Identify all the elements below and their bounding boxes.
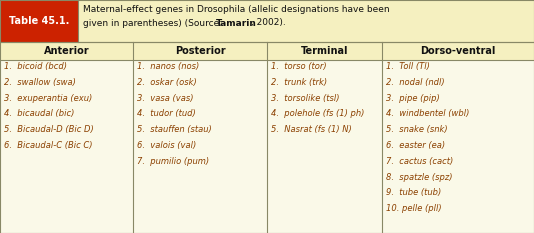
Text: Terminal: Terminal bbox=[301, 46, 348, 56]
Text: 6.  easter (ea): 6. easter (ea) bbox=[386, 141, 445, 150]
Text: 10. pelle (pll): 10. pelle (pll) bbox=[386, 204, 442, 213]
Text: 3.  exuperantia (exu): 3. exuperantia (exu) bbox=[4, 94, 92, 103]
Text: 5.  Bicaudal-D (Bic D): 5. Bicaudal-D (Bic D) bbox=[4, 125, 94, 134]
Text: 3.  torsolike (tsl): 3. torsolike (tsl) bbox=[271, 94, 340, 103]
Text: 7.  cactus (cact): 7. cactus (cact) bbox=[386, 157, 453, 166]
Bar bbox=[0, 0, 78, 42]
Text: 4.  bicaudal (bic): 4. bicaudal (bic) bbox=[4, 110, 74, 118]
Text: 2.  swallow (swa): 2. swallow (swa) bbox=[4, 78, 76, 87]
Bar bbox=[0, 42, 534, 233]
Text: 1.  torso (tor): 1. torso (tor) bbox=[271, 62, 327, 71]
Text: 1.  bicoid (bcd): 1. bicoid (bcd) bbox=[4, 62, 67, 71]
Text: Table 45.1.: Table 45.1. bbox=[9, 16, 69, 26]
Text: 5.  stauffen (stau): 5. stauffen (stau) bbox=[137, 125, 212, 134]
Text: 9.  tube (tub): 9. tube (tub) bbox=[386, 188, 441, 197]
Text: Anterior: Anterior bbox=[44, 46, 89, 56]
Text: 1.  Toll (Tl): 1. Toll (Tl) bbox=[386, 62, 430, 71]
Text: 4.  tudor (tud): 4. tudor (tud) bbox=[137, 110, 196, 118]
Text: 6.  valois (val): 6. valois (val) bbox=[137, 141, 197, 150]
Text: 5.  snake (snk): 5. snake (snk) bbox=[386, 125, 447, 134]
Text: 8.  spatzle (spz): 8. spatzle (spz) bbox=[386, 173, 452, 182]
Text: 6.  Bicaudal-C (Bic C): 6. Bicaudal-C (Bic C) bbox=[4, 141, 92, 150]
Text: 2.  nodal (ndl): 2. nodal (ndl) bbox=[386, 78, 445, 87]
Text: 2.  trunk (trk): 2. trunk (trk) bbox=[271, 78, 327, 87]
Text: 5.  Nasrat (fs (1) N): 5. Nasrat (fs (1) N) bbox=[271, 125, 352, 134]
Text: , 2002).: , 2002). bbox=[251, 18, 286, 27]
Text: 4.  polehole (fs (1) ph): 4. polehole (fs (1) ph) bbox=[271, 110, 364, 118]
Bar bbox=[0, 0, 534, 42]
Text: 2.  oskar (osk): 2. oskar (osk) bbox=[137, 78, 197, 87]
Text: given in parentheses) (Source:: given in parentheses) (Source: bbox=[83, 18, 225, 27]
Bar bbox=[0, 42, 534, 60]
Text: 3.  pipe (pip): 3. pipe (pip) bbox=[386, 94, 440, 103]
Text: Maternal-effect genes in Drosophila (allelic designations have been: Maternal-effect genes in Drosophila (all… bbox=[83, 6, 390, 14]
Text: Posterior: Posterior bbox=[175, 46, 225, 56]
Text: Tamarin: Tamarin bbox=[216, 18, 257, 27]
Text: 1.  nanos (nos): 1. nanos (nos) bbox=[137, 62, 199, 71]
Text: 7.  pumilio (pum): 7. pumilio (pum) bbox=[137, 157, 209, 166]
Text: 4.  windbentel (wbl): 4. windbentel (wbl) bbox=[386, 110, 469, 118]
Text: 3.  vasa (vas): 3. vasa (vas) bbox=[137, 94, 193, 103]
Text: Dorso-ventral: Dorso-ventral bbox=[420, 46, 496, 56]
